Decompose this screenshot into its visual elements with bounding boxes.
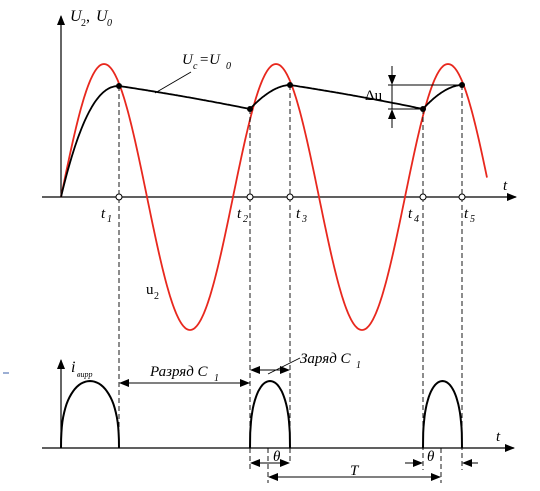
- svg-text:5: 5: [470, 214, 475, 225]
- label-t4: t 4: [408, 206, 419, 225]
- y-label-sub2: 0: [107, 18, 112, 29]
- u2-label: u 2: [146, 282, 159, 302]
- svg-text:t: t: [408, 206, 413, 222]
- u2-sine-wave: [60, 63, 488, 331]
- current-pulse-1: [60, 379, 120, 449]
- bottom-y-axis-label: i вupр: [71, 359, 92, 379]
- svg-text:4: 4: [414, 214, 419, 225]
- axis-marker-t4: [419, 193, 427, 201]
- svg-text:1: 1: [356, 360, 361, 371]
- dot-t1: [116, 83, 122, 89]
- axis-marker-t1: [115, 193, 123, 201]
- svg-text:=U: =U: [199, 52, 221, 68]
- axis-marker-t5: [458, 193, 466, 201]
- label-t1: t 1: [101, 206, 112, 225]
- svg-text:u: u: [146, 282, 154, 298]
- delta-u-label: Δu: [365, 88, 383, 104]
- current-pulse-3: [422, 379, 463, 449]
- label-t2: t 2: [237, 206, 248, 225]
- y-label-main: U: [70, 8, 83, 25]
- dot-t2: [247, 106, 253, 112]
- svg-text:i: i: [71, 359, 75, 376]
- svg-text:вupр: вupр: [77, 370, 92, 379]
- svg-text:1: 1: [214, 373, 219, 384]
- uc-label: U c =U 0: [182, 52, 231, 72]
- time-labels: t 1 t 2 t 3 t 4 t 5: [101, 206, 475, 225]
- dashed-guides: [118, 85, 463, 483]
- svg-text:U: U: [182, 52, 194, 68]
- dot-t3: [287, 82, 293, 88]
- svg-text:0: 0: [226, 61, 231, 72]
- svg-text:Заряд C: Заряд C: [300, 351, 352, 367]
- svg-text:2: 2: [243, 214, 248, 225]
- top-x-axis-label: t: [503, 178, 508, 194]
- capacitor-voltage-curve: [60, 84, 462, 198]
- theta-label-2: θ: [427, 449, 435, 465]
- top-y-axis-label: U 2 , U 0: [70, 8, 112, 29]
- svg-text:c: c: [193, 61, 198, 72]
- uc-leader-line: [154, 71, 192, 94]
- axis-marker-t3: [286, 193, 294, 201]
- y-label-sub1: 2: [81, 18, 86, 29]
- period-label: T: [350, 463, 360, 479]
- label-t5: t 5: [464, 206, 475, 225]
- delta-u-dimension: [388, 66, 462, 128]
- svg-text:t: t: [237, 206, 242, 222]
- axis-time-markers: [115, 193, 466, 201]
- svg-text:1: 1: [107, 214, 112, 225]
- svg-text:t: t: [101, 206, 106, 222]
- y-label-main2: U: [96, 8, 109, 25]
- svg-text:3: 3: [301, 214, 307, 225]
- y-label-sep: ,: [86, 8, 90, 25]
- label-t3: t 3: [296, 206, 307, 225]
- svg-text:2: 2: [154, 291, 159, 302]
- bottom-x-axis-label: t: [496, 429, 501, 445]
- svg-text:t: t: [296, 206, 301, 222]
- current-pulse-2: [249, 379, 291, 449]
- discharge-label: Разряд C 1: [149, 364, 219, 384]
- theta-label-1: θ: [273, 449, 281, 465]
- axis-marker-t2: [246, 193, 254, 201]
- svg-text:t: t: [464, 206, 469, 222]
- svg-text:Разряд C: Разряд C: [149, 364, 209, 380]
- charge-label: Заряд C 1: [300, 351, 361, 371]
- charge-leader-line: [267, 357, 301, 375]
